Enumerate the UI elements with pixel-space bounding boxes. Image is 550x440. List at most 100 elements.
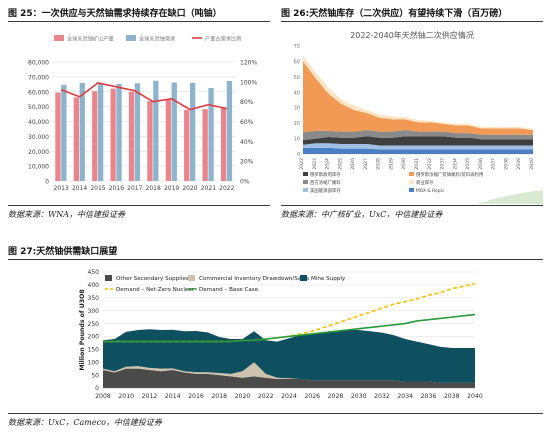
fig27-legend-swatch	[188, 275, 195, 281]
fig27-title: 图 27:天然铀供需缺口展望	[8, 247, 118, 257]
fig25-xtick: 2016	[109, 185, 124, 192]
fig26-xtick: 2022	[299, 158, 305, 170]
fig26-legend-label: 西方浓缩厂尾料	[310, 179, 341, 186]
fig26-xtick: 2027	[363, 158, 369, 170]
fig25-ytick-left: 0	[45, 179, 49, 186]
fig25-ytick-left: 40,000	[28, 119, 49, 126]
fig26-legend-swatch	[303, 188, 308, 192]
fig26-area	[303, 143, 533, 150]
fig26-ytick: 40	[294, 90, 300, 96]
fig25-xtick: 2019	[164, 185, 179, 192]
fig26-xtick: 2039	[516, 158, 522, 170]
fig25-bar-demand	[190, 82, 196, 181]
fig25-xtick: 2015	[90, 185, 105, 192]
fig26-legend-swatch	[303, 172, 308, 176]
fig26-area	[303, 55, 533, 131]
fig27-source-rule	[8, 413, 543, 414]
fig25-ytick-left: 60,000	[28, 89, 49, 96]
fig26-legend-swatch	[409, 180, 414, 184]
fig27-xtick: 2022	[258, 393, 274, 400]
fig25-bar-production	[73, 97, 79, 181]
fig26-xtick: 2025	[337, 158, 343, 170]
fig26-xtick: 2033	[440, 158, 446, 170]
fig25-bar-demand	[116, 83, 122, 181]
fig26-xtick: 2024	[325, 158, 331, 170]
fig27-legend-swatch	[300, 275, 307, 281]
fig26-legend-label: 商业库存	[416, 179, 434, 186]
fig25-bar-demand	[98, 83, 104, 181]
fig26-legend-label: 俄罗斯浓缩厂贫铀尾料/贫料再利用	[416, 171, 483, 178]
fig27-xtick: 2038	[444, 393, 460, 400]
fig27-area	[103, 362, 475, 383]
fig25-xtick: 2021	[201, 185, 216, 192]
fig25-bar-demand	[134, 83, 141, 181]
fig27-xtick: 2020	[235, 393, 251, 400]
fig25-legend-label: 全球天然铀矿山产量	[67, 35, 114, 43]
fig26-xtick: 2031	[414, 158, 420, 170]
fig25-ytick-left: 50,000	[28, 104, 49, 111]
fig25-legend-label: 全球天然铀需求	[139, 35, 176, 43]
fig25-xtick: 2022	[219, 185, 234, 192]
fig26-ytick: 30	[294, 106, 300, 112]
fig26-xtick: 2032	[427, 158, 433, 170]
fig26-source-rule	[281, 205, 543, 206]
fig25-bar-demand	[79, 82, 85, 181]
fig25-xtick: 2020	[182, 185, 197, 192]
fig26-title: 图 26:天然铀库存（二次供应）有望持续下滑（百万磅）	[281, 9, 508, 19]
fig26-source: 数据来源：中广核矿业，UxC，中信建投证券	[281, 210, 443, 219]
fig26-xtick: 2035	[465, 158, 471, 170]
fig27-xtick: 2008	[95, 393, 111, 400]
fig26-legend-label: MOX & RepU	[416, 188, 444, 194]
fig26-title-rule	[281, 21, 543, 22]
fig26-ytick: 20	[294, 121, 300, 127]
fig25-ratio-line	[60, 81, 227, 111]
fig25-ytick-right: 20%	[240, 159, 254, 166]
fig25-ytick-left: 70,000	[28, 74, 49, 81]
fig27-area	[103, 368, 475, 388]
fig27-xtick: 2032	[374, 393, 390, 400]
fig25-xtick: 2018	[146, 185, 161, 192]
fig26-xtick: 2030	[401, 158, 407, 170]
fig26-xtick: 2036	[478, 158, 484, 170]
fig25-bar-production	[165, 99, 171, 181]
fig25-legend-label: 产量占需求比例	[205, 35, 241, 43]
fig25-xtick: 2017	[127, 185, 142, 192]
fig27-ytick: 400	[88, 282, 100, 289]
fig27-legend-label: Demand – Net-Zero Nuclear	[116, 287, 195, 293]
fig25-ytick-left: 10,000	[28, 164, 49, 171]
fig26-legend-swatch	[409, 188, 414, 192]
fig27-xtick: 2034	[397, 393, 413, 400]
fig27-legend-label: Demand – Base Case	[199, 287, 259, 293]
fig25-ytick-right: 80%	[240, 99, 254, 106]
fig27-xtick: 2040	[467, 393, 483, 400]
fig25-xtick: 2014	[72, 185, 87, 192]
fig27-ytick: 150	[88, 347, 100, 354]
fig25-bar-demand	[61, 84, 67, 181]
fig25-bar-demand	[208, 88, 214, 181]
fig27-source: 数据来源：UxC，Cameco，中信建投证券	[8, 418, 162, 427]
fig26-xtick: 2037	[491, 158, 497, 170]
fig25-bar-production	[147, 101, 153, 181]
fig27-xtick: 2018	[211, 393, 227, 400]
fig26-xtick: 2034	[452, 158, 458, 170]
fig27-legend-label: Other Secondary Supplies	[116, 276, 189, 282]
fig27-ytick: 50	[91, 372, 99, 379]
fig25-bar-production	[55, 92, 61, 181]
fig27-xtick: 2024	[281, 393, 297, 400]
fig26-xtick: 2029	[388, 158, 394, 170]
fig26-ytick: 70	[294, 44, 300, 50]
fig26-xtick: 2038	[503, 158, 509, 170]
fig25-bar-production	[220, 107, 227, 181]
fig25-bar-production	[184, 110, 190, 181]
fig26-legend-label: 美国能源部库存	[310, 187, 341, 194]
fig27-ylabel: Million Pounds of U3O8	[79, 289, 86, 370]
fig25-bar-production	[110, 88, 116, 181]
fig25-bar-production	[128, 91, 135, 181]
fig25-title: 图 25：一次供应与天然铀需求持续存在缺口（吨铀）	[8, 9, 222, 19]
fig26-area	[303, 130, 533, 141]
fig27-xtick: 2012	[142, 393, 158, 400]
fig27-area	[103, 329, 475, 383]
fig25-ytick-left: 20,000	[28, 149, 49, 156]
fig27-chart: 0 50 100 150 200 250 300 350 400 450 Million Pound…	[79, 269, 483, 400]
